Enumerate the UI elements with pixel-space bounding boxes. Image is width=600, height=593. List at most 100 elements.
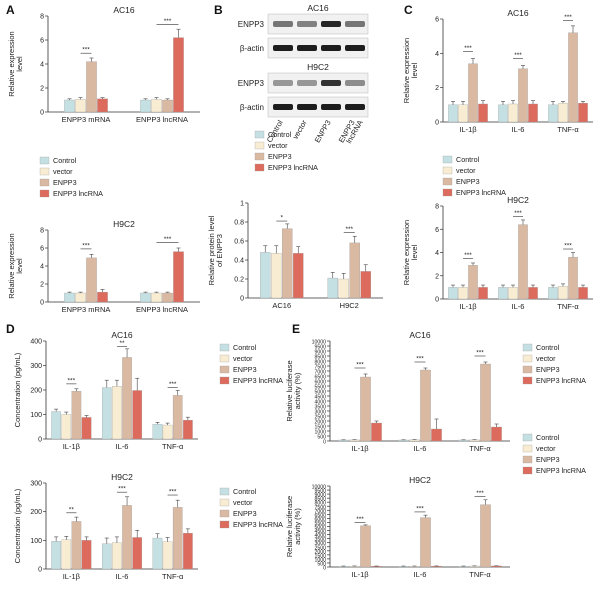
blot-band <box>345 104 365 110</box>
legend-swatch <box>219 376 230 385</box>
significance-label: *** <box>356 516 364 523</box>
x-tick-label: IL-1β <box>351 570 369 579</box>
chart-title: AC16 <box>113 5 135 15</box>
significance-label: *** <box>164 236 172 243</box>
bar-a1-s2-c0 <box>86 61 97 113</box>
significance-label: *** <box>476 350 484 357</box>
y-tick-label: 200 <box>30 509 42 516</box>
legend-label: vector <box>233 498 253 507</box>
legend-label: Control <box>53 156 77 165</box>
y-tick-label: 7000 <box>314 370 326 376</box>
legend-swatch <box>522 444 533 453</box>
bar-d1-s3-c1 <box>132 390 143 440</box>
bar-e1-s1-c2 <box>469 439 480 442</box>
y-axis-label: Relative expression <box>402 38 411 103</box>
bar-c2-s3-c1 <box>528 287 538 300</box>
y-axis-label: Relative luciferase <box>285 496 294 557</box>
blot-row-label: ENPP3 <box>238 79 265 88</box>
y-axis-label: level <box>15 258 24 274</box>
y-tick-label: 5500 <box>314 385 326 391</box>
y-tick-label: 2 <box>40 86 44 93</box>
blot-strip <box>267 72 369 94</box>
legend-swatch <box>522 343 533 352</box>
legend-2: Control vector ENPP3 ENPP3 lncRNA <box>442 155 506 197</box>
blot-band <box>321 21 341 27</box>
bar-e1-s2-c1 <box>420 369 431 442</box>
bar-d1-s0-c2 <box>152 424 163 440</box>
y-tick-label: 4 <box>40 62 44 69</box>
legend-label: Control <box>536 343 560 352</box>
legend-4: Control vector ENPP3 ENPP3 lncRNA <box>219 487 283 529</box>
bar-c1-s3-c0 <box>478 103 488 123</box>
bar-e2-s2-c1 <box>420 517 431 568</box>
bar-b1-s2-c1 <box>349 242 360 299</box>
legend-swatch <box>219 365 230 374</box>
bar-c2-s1-c0 <box>458 287 468 300</box>
legend-label: ENPP3 lncRNA <box>456 188 506 197</box>
chart-a2: 0 2 4 6 8 ENPP3 mRNA ENPP3 lncRNA *** *** H9C2 Rel… <box>7 219 200 314</box>
bar-d1-s1-c1 <box>112 386 122 440</box>
chart-a1: 0 2 4 6 8 ENPP3 mRNA ENPP3 lncRNA *** *** AC16 Rel… <box>7 5 200 124</box>
y-tick-label: 2500 <box>314 545 326 551</box>
bar-d2-s1-c0 <box>61 539 72 570</box>
y-tick-label: 6 <box>435 227 439 234</box>
y-tick-label: 2000 <box>314 420 326 426</box>
legend-label: ENPP3 lncRNA <box>53 189 103 198</box>
legend-swatch <box>254 152 265 161</box>
blot-row-label: β-actin <box>240 44 264 53</box>
y-axis-label: Concentration (pg/mL) <box>13 488 22 563</box>
legend-swatch <box>39 189 50 198</box>
legend-label: ENPP3 <box>268 152 292 161</box>
x-tick-label: IL-6 <box>116 572 129 581</box>
bar-e1-s3-c1 <box>431 428 442 442</box>
legend-label: ENPP3 lncRNA <box>233 376 283 385</box>
significance-label: *** <box>345 226 353 233</box>
bar-a2-s0-c0 <box>64 292 75 303</box>
legend-label: ENPP3 <box>536 455 560 464</box>
x-tick-label: IL-1β <box>351 444 369 453</box>
significance-label: * <box>280 215 283 222</box>
y-tick-label: 6 <box>435 17 439 24</box>
legend-label: Control <box>268 130 292 139</box>
x-tick-label: TNF-α <box>469 570 491 579</box>
bar-d1-s1-c0 <box>61 414 72 440</box>
significance-label: *** <box>68 377 76 384</box>
bar-b1-s1-c1 <box>338 278 349 299</box>
bar-a2-s1-c0 <box>75 292 86 303</box>
chart-title: H9C2 <box>507 195 529 205</box>
y-tick-label: 0.6 <box>234 239 244 246</box>
bar-a1-s0-c0 <box>64 99 75 113</box>
bar-d2-s2-c1 <box>122 505 132 570</box>
bar-d1-s1-c2 <box>162 424 173 440</box>
chart-title: H9C2 <box>111 472 133 482</box>
bar-e1-s1-c0 <box>349 439 360 442</box>
blot-strip <box>267 96 369 118</box>
y-tick-label: 4 <box>40 264 44 271</box>
y-tick-label: 300 <box>30 481 42 488</box>
significance-label: *** <box>82 242 90 249</box>
x-tick-label: IL-6 <box>512 302 525 311</box>
bar-e1-s2-c2 <box>480 363 491 442</box>
legend-label: ENPP3 <box>456 177 480 186</box>
legend-swatch <box>219 354 230 363</box>
chart-title: AC16 <box>111 330 133 340</box>
y-tick-label: 6000 <box>314 517 326 523</box>
y-tick-label: 7500 <box>314 365 326 371</box>
bar-d1-s2-c1 <box>122 357 132 440</box>
blot-band <box>345 80 365 86</box>
legend-swatch <box>522 433 533 442</box>
bar-b1-s3-c0 <box>292 253 304 299</box>
y-tick-label: 2500 <box>314 415 326 421</box>
panel-letters-layer: A B C D E <box>6 3 413 336</box>
significance-label: *** <box>356 362 364 369</box>
blot-row-label: ENPP3 <box>238 20 265 29</box>
x-tick-label: H9C2 <box>340 301 359 310</box>
bar-a2-s2-c0 <box>86 257 97 303</box>
significance-label: *** <box>118 486 126 493</box>
x-tick-label: TNF-α <box>469 444 491 453</box>
legend-swatch <box>254 141 265 150</box>
legend-swatch <box>219 520 230 529</box>
panel-letter-b: B <box>214 3 223 17</box>
blot-band <box>273 45 293 51</box>
